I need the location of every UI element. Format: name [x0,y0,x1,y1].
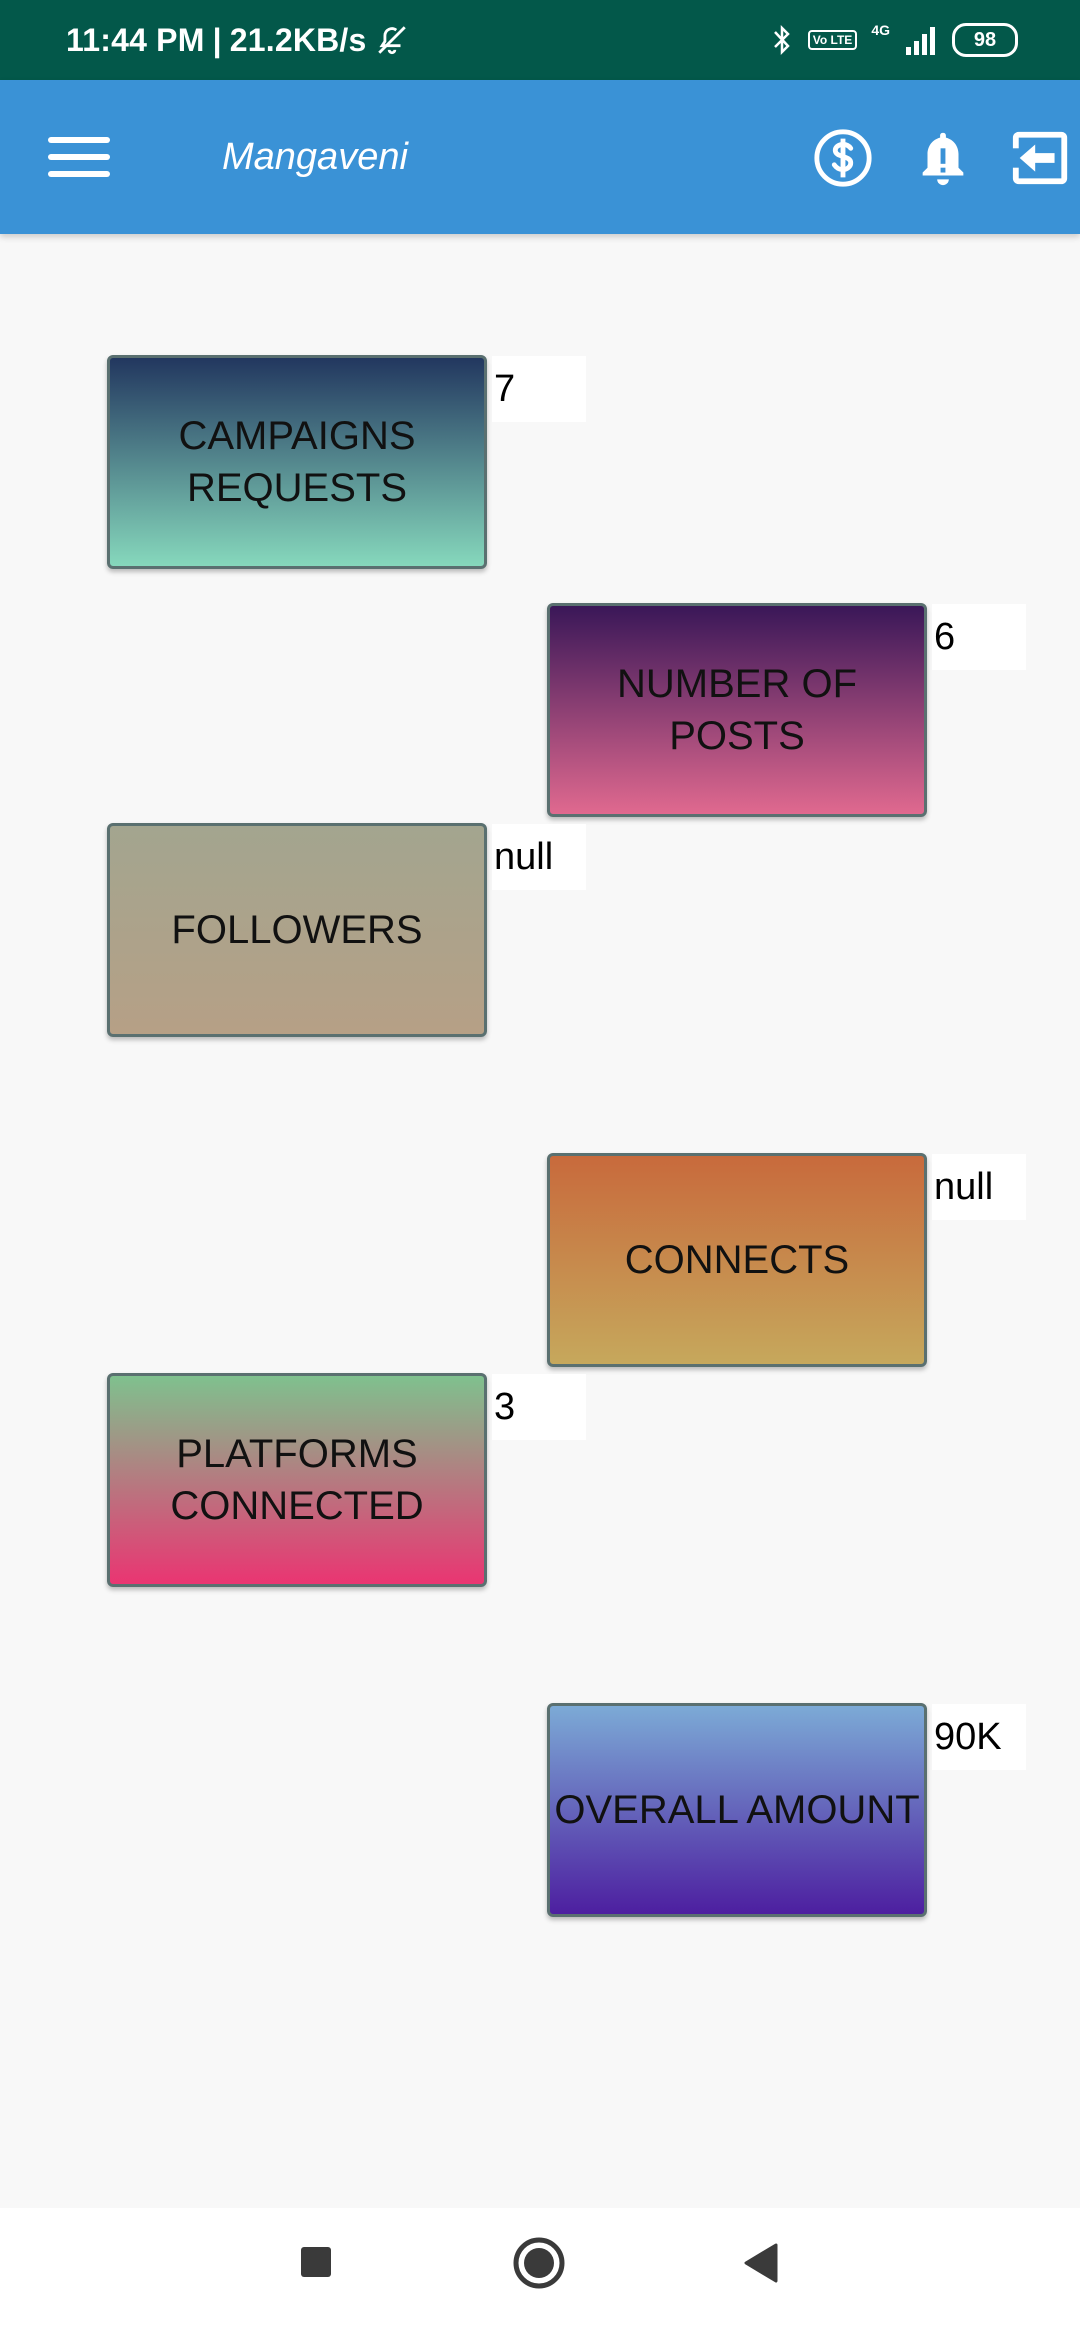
status-right: Vo LTE 4G 98 [770,0,1018,80]
tile-value-badge: 3 [492,1374,586,1440]
tile-value-badge: null [932,1154,1026,1220]
tile-connects[interactable]: CONNECTS [547,1153,927,1367]
status-left: 11:44 PM | 21.2KB/s [66,0,409,80]
tile-overall-amount[interactable]: OVERALL AMOUNT [547,1703,927,1917]
app-bar: Mangaveni [0,80,1080,234]
tile-followers[interactable]: FOLLOWERS [107,823,487,1037]
tile-value-badge: null [492,824,586,890]
tile-number-of-posts[interactable]: NUMBER OF POSTS [547,603,927,817]
bluetooth-icon [773,24,790,56]
bell-alert-icon[interactable] [912,127,974,189]
back-triangle-icon[interactable] [742,2242,780,2284]
tile-value-badge: 6 [932,604,1026,670]
tile-label: CAMPAIGNS REQUESTS [178,414,416,510]
tile-label: OVERALL AMOUNT [554,1788,920,1832]
menu-icon-line [48,154,110,160]
status-time: 11:44 PM [66,22,205,58]
volte-icon: Vo LTE [807,30,858,50]
tile-label: NUMBER OF POSTS [617,662,857,758]
recents-square-icon[interactable] [298,2244,334,2280]
tile-campaigns-requests[interactable]: CAMPAIGNS REQUESTS [107,355,487,569]
tile-label: FOLLOWERS [171,908,423,952]
menu-icon-line [48,171,110,177]
menu-button[interactable] [48,137,110,181]
dollar-icon[interactable] [812,127,874,189]
tile-value-badge: 90K [932,1704,1026,1770]
signal-icon [906,27,935,55]
system-nav-bar [0,2208,1080,2340]
status-net-speed: 21.2KB/s [229,22,367,58]
status-separator: | [212,22,222,58]
network-label: 4G [871,22,890,38]
tile-label: PLATFORMS CONNECTED [170,1432,424,1528]
app-title: Mangaveni [222,136,408,178]
menu-icon-line [48,137,110,143]
logout-icon[interactable] [1010,127,1072,189]
status-bar: 11:44 PM | 21.2KB/s Vo LTE 4G 98 [0,0,1080,80]
tile-platforms-connected[interactable]: PLATFORMS CONNECTED [107,1373,487,1587]
bell-off-icon [377,26,406,55]
tile-label: CONNECTS [624,1238,850,1282]
home-circle-icon[interactable] [512,2236,566,2290]
tile-value-badge: 7 [492,356,586,422]
battery-indicator: 98 [952,23,1018,57]
